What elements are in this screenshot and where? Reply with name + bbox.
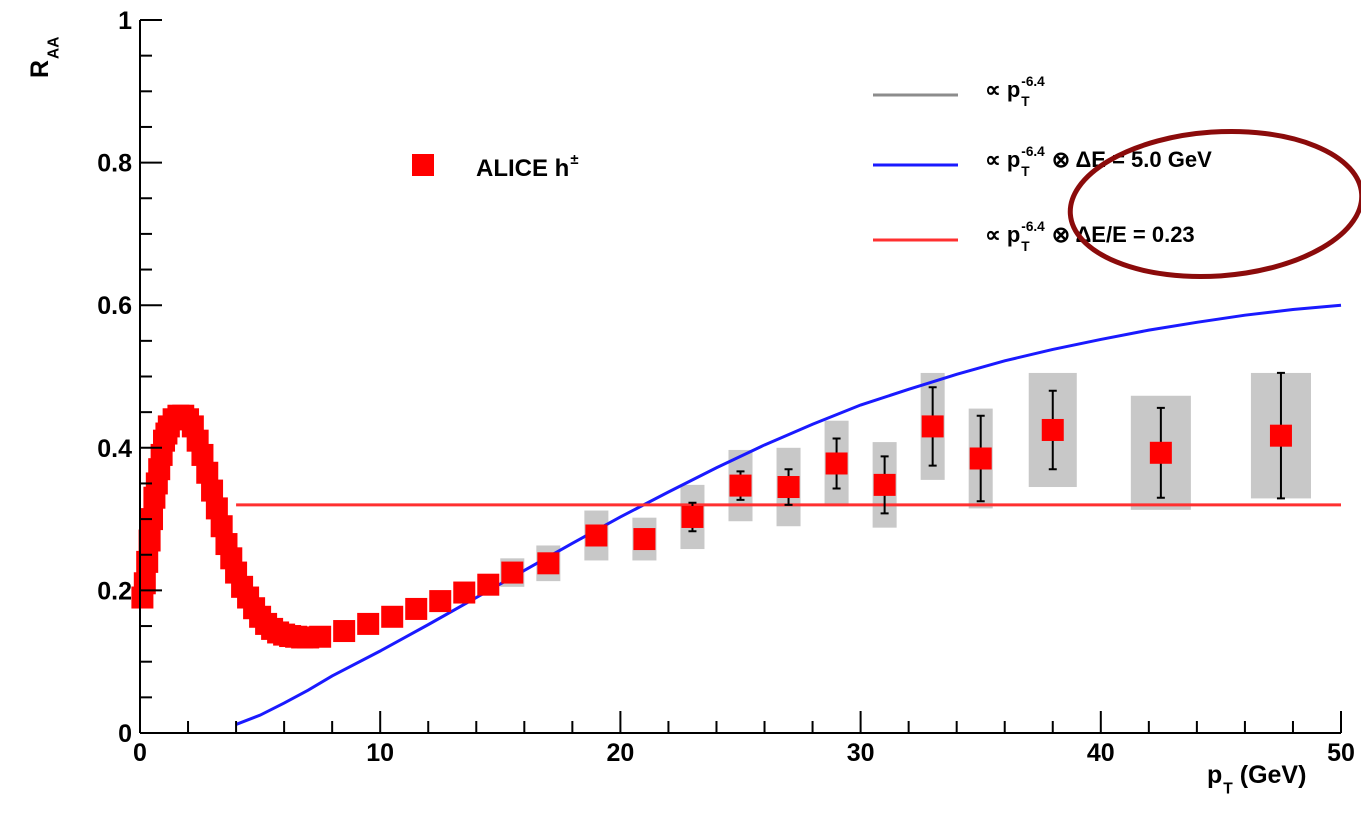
data-point: [210, 515, 233, 538]
data-point: [141, 508, 164, 531]
data-point: [1269, 424, 1292, 447]
x-tick-label: 10: [366, 739, 394, 767]
y-tick-label: 0: [118, 720, 132, 748]
data-point: [357, 612, 380, 635]
data-point: [585, 524, 608, 547]
x-axis-title-text-post: (GeV): [1240, 761, 1307, 789]
data-point: [729, 474, 752, 497]
y-axis-title: RAA: [26, 37, 63, 78]
legend-label: ∝ p: [985, 222, 1020, 247]
highlight-ellipse: [1067, 128, 1361, 280]
y-axis-title-text: R: [26, 60, 54, 78]
data-point: [453, 581, 476, 604]
legend-label-sup: -6.4: [1021, 219, 1045, 234]
data-point: [205, 497, 228, 520]
x-tick-label: 20: [606, 739, 634, 767]
data-point: [537, 552, 560, 575]
data-point: [201, 479, 224, 502]
x-tick-label: 30: [847, 739, 875, 767]
data-point: [381, 605, 404, 628]
legend-label-sup: ±: [570, 152, 578, 168]
data-point: [921, 415, 944, 438]
legend-marker: [412, 154, 434, 176]
y-tick-label: 0.4: [97, 435, 132, 463]
legend-label: ∝ p: [985, 147, 1020, 172]
legend-label: ALICE h: [476, 155, 569, 182]
data-point: [969, 447, 992, 470]
data-point: [825, 452, 848, 475]
y-tick-label: 1: [118, 7, 132, 35]
data-point: [777, 476, 800, 499]
legend-label-sub: T: [1021, 164, 1030, 179]
axis-layer: [139, 19, 1342, 734]
data-point: [196, 461, 219, 484]
data-point: [138, 529, 161, 552]
data-point: [501, 561, 524, 584]
data-point: [191, 443, 214, 466]
data-point: [873, 473, 896, 496]
data-point: [309, 625, 332, 648]
data-point: [633, 528, 656, 551]
y-tick-label: 0.2: [97, 577, 132, 605]
data-point: [136, 550, 159, 573]
x-tick-label: 50: [1327, 739, 1355, 767]
data-point: [1041, 418, 1064, 441]
y-tick-label: 0.8: [97, 150, 132, 178]
x-axis-title-text: p: [1207, 761, 1222, 789]
data-point: [1149, 441, 1172, 464]
y-tick-label: 0.6: [97, 292, 132, 320]
error-layer: [500, 372, 1311, 587]
data-point: [429, 590, 452, 613]
y-axis-title-text-sub: AA: [46, 37, 63, 59]
legend-label-sub: T: [1021, 239, 1030, 254]
legend-label-sup: -6.4: [1021, 74, 1045, 89]
x-tick-label: 0: [133, 739, 147, 767]
data-point: [405, 597, 428, 620]
data-point: [681, 505, 704, 528]
legend-label-sub: T: [1021, 94, 1030, 109]
data-point: [477, 573, 500, 596]
model-curve: [235, 303, 1342, 726]
x-tick-label: 40: [1087, 739, 1115, 767]
data-point: [333, 620, 356, 643]
point-layer: [131, 371, 1292, 649]
legend-label-sup: -6.4: [1021, 144, 1045, 159]
legend-label: ∝ p: [985, 77, 1020, 102]
x-axis-title-text-sub: T: [1223, 781, 1233, 798]
